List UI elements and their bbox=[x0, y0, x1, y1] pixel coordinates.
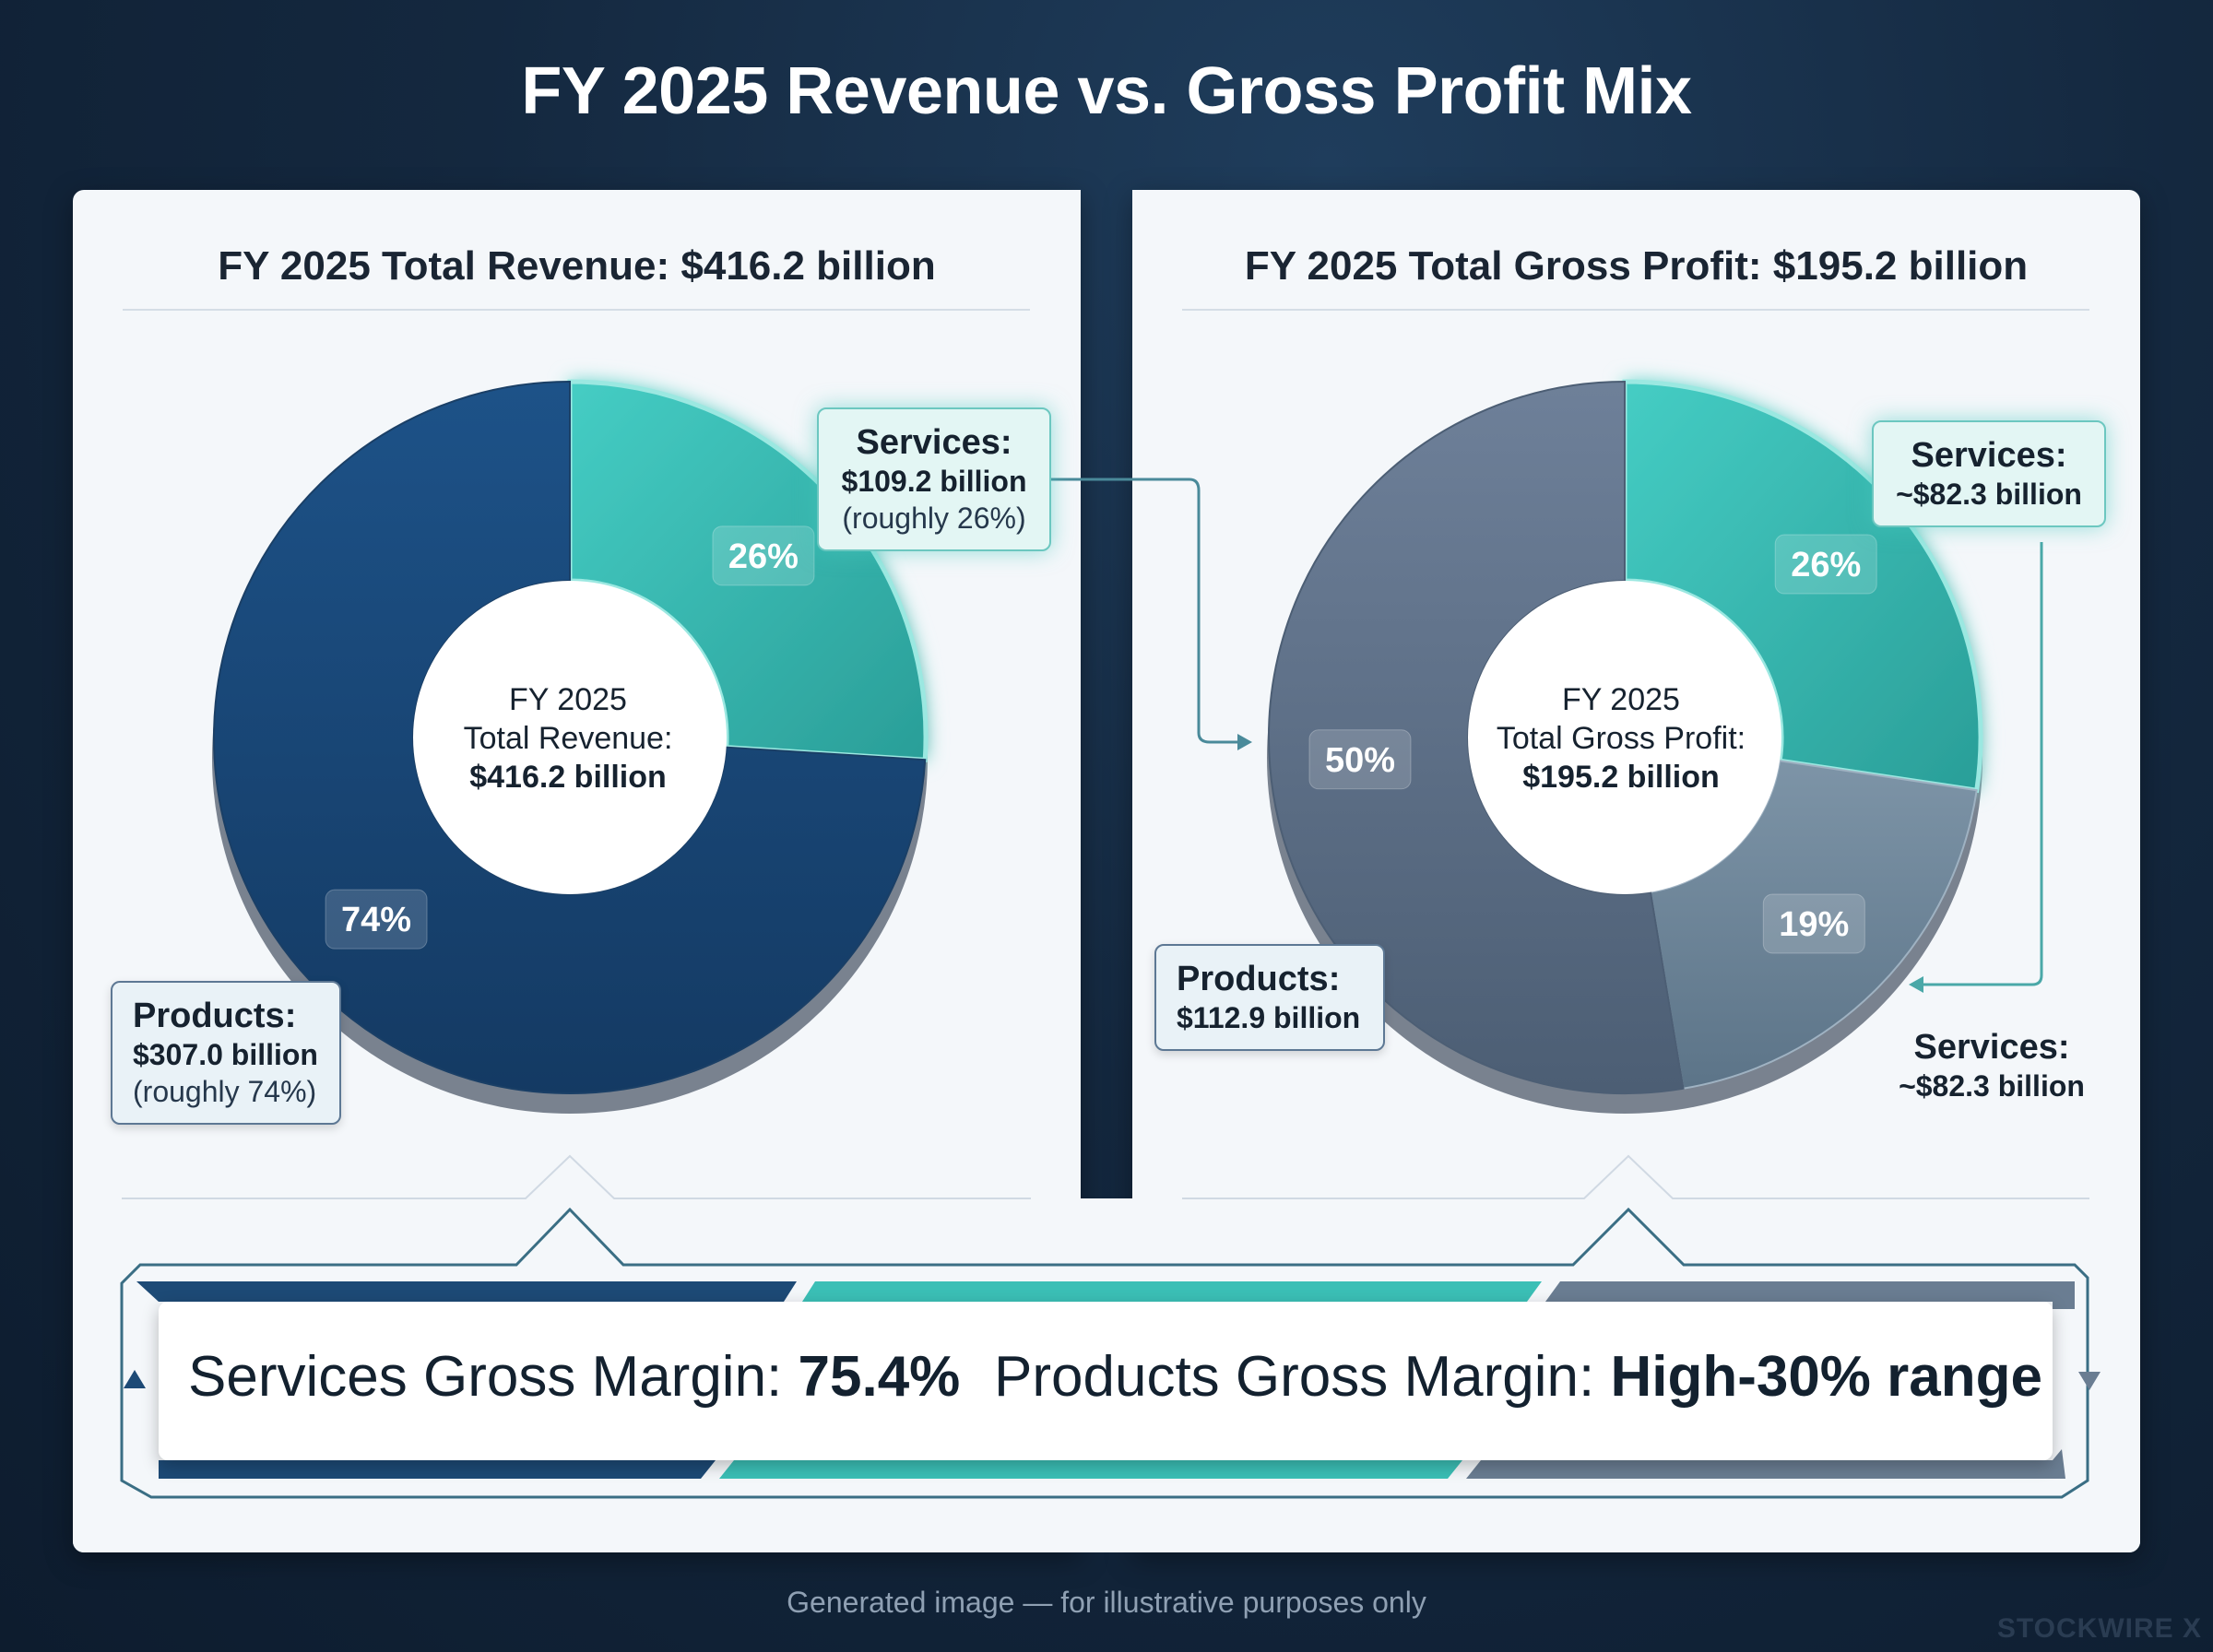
accent-band bbox=[719, 1460, 1462, 1479]
callout-heading: Services: bbox=[1913, 1028, 2070, 1067]
callout-heading: Services: bbox=[1911, 436, 2067, 475]
revenue-center-label: FY 2025 Total Revenue: $416.2 billion bbox=[384, 680, 752, 796]
center-label-line: $416.2 billion bbox=[469, 760, 667, 795]
products-margin-value: High-30% range bbox=[1610, 1345, 2042, 1409]
chart-title: FY 2025 Revenue vs. Gross Profit Mix bbox=[521, 54, 1692, 128]
brand-logo: STOCKWIRE X bbox=[1996, 1613, 2202, 1644]
divider bbox=[1182, 309, 2089, 311]
center-label-line: FY 2025 bbox=[509, 682, 627, 717]
revenue-products-callout: Products: $307.0 billion (roughly 74%) bbox=[111, 981, 341, 1125]
revenue-panel-title: FY 2025 Total Revenue: $416.2 billion bbox=[218, 243, 936, 289]
callout-value: $307.0 billion bbox=[133, 1038, 318, 1071]
data-label: 50% bbox=[1325, 741, 1395, 780]
connector-arrow bbox=[1237, 734, 1252, 750]
center-label-line: Total Revenue: bbox=[463, 721, 673, 756]
data-label-box bbox=[1308, 729, 1412, 790]
data-label-box bbox=[325, 889, 428, 950]
data-label-box bbox=[1774, 534, 1877, 595]
gross-profit-center-label: FY 2025 Total Gross Profit: $195.2 billi… bbox=[1437, 680, 1805, 796]
gross-profit-services-label: Services: ~$82.3 billion bbox=[1872, 1027, 2112, 1104]
data-label-box bbox=[712, 525, 815, 586]
gross-profit-panel-title: FY 2025 Total Gross Profit: $195.2 billi… bbox=[1244, 243, 2029, 289]
footer-note: Generated image — for illustrative purpo… bbox=[787, 1586, 1426, 1619]
connector-line bbox=[1918, 542, 2043, 986]
products-band bbox=[1466, 1449, 2065, 1479]
services-margin-label: Services Gross Margin: bbox=[188, 1345, 783, 1409]
donut-hole bbox=[1468, 581, 1781, 894]
products-margin-text: Products Gross Margin: High-30% range bbox=[994, 1344, 2042, 1410]
products-margin-label: Products Gross Margin: bbox=[994, 1345, 1595, 1409]
products-band bbox=[1545, 1281, 2075, 1309]
callout-note: (roughly 74%) bbox=[133, 1075, 317, 1108]
callout-value: $112.9 billion bbox=[1177, 1001, 1361, 1034]
callout-value: $109.2 billion bbox=[841, 465, 1027, 498]
callout-heading: Products: bbox=[133, 997, 297, 1035]
divider bbox=[122, 1154, 1031, 1199]
callout-heading: Products: bbox=[1177, 960, 1341, 998]
accent-band bbox=[802, 1281, 1542, 1302]
divider bbox=[1182, 1154, 2089, 1199]
gross-profit-donut: 26% 19% 50% bbox=[1267, 379, 1983, 1114]
callout-value: ~$82.3 billion bbox=[1896, 478, 2082, 511]
callout-value: ~$82.3 billion bbox=[1899, 1069, 2085, 1103]
services-margin-text: Services Gross Margin: 75.4% bbox=[188, 1344, 960, 1410]
center-label-line: Total Gross Profit: bbox=[1496, 721, 1746, 756]
data-label: 26% bbox=[1791, 546, 1861, 584]
connector-line bbox=[1049, 478, 1245, 744]
center-label-line: $195.2 billion bbox=[1522, 760, 1720, 795]
divider bbox=[123, 309, 1030, 311]
data-label: 19% bbox=[1779, 905, 1849, 944]
services-margin-value: 75.4% bbox=[798, 1345, 961, 1409]
callout-note: (roughly 26%) bbox=[842, 502, 1026, 535]
gross-margin-summary: Services Gross Margin: 75.4% Products Gr… bbox=[159, 1302, 2053, 1460]
services-band bbox=[136, 1281, 797, 1302]
services-band bbox=[140, 1460, 716, 1479]
center-label-line: FY 2025 bbox=[1562, 682, 1680, 717]
caret-down-icon bbox=[2078, 1372, 2101, 1390]
gross-profit-products-callout: Products: $112.9 billion bbox=[1154, 944, 1385, 1051]
gross-profit-services-callout: Services: ~$82.3 billion bbox=[1872, 420, 2106, 527]
revenue-donut: 26% 74% bbox=[212, 379, 929, 1114]
connector-arrow bbox=[1909, 976, 1923, 993]
callout-heading: Services: bbox=[856, 423, 1012, 462]
caret-up-icon bbox=[124, 1370, 146, 1388]
revenue-services-callout: Services: $109.2 billion (roughly 26%) bbox=[817, 407, 1051, 551]
donut-hole bbox=[413, 581, 727, 894]
margin-frame bbox=[120, 1207, 2089, 1499]
data-label-box bbox=[1762, 893, 1865, 954]
data-label: 26% bbox=[728, 537, 799, 576]
data-label: 74% bbox=[341, 901, 411, 939]
